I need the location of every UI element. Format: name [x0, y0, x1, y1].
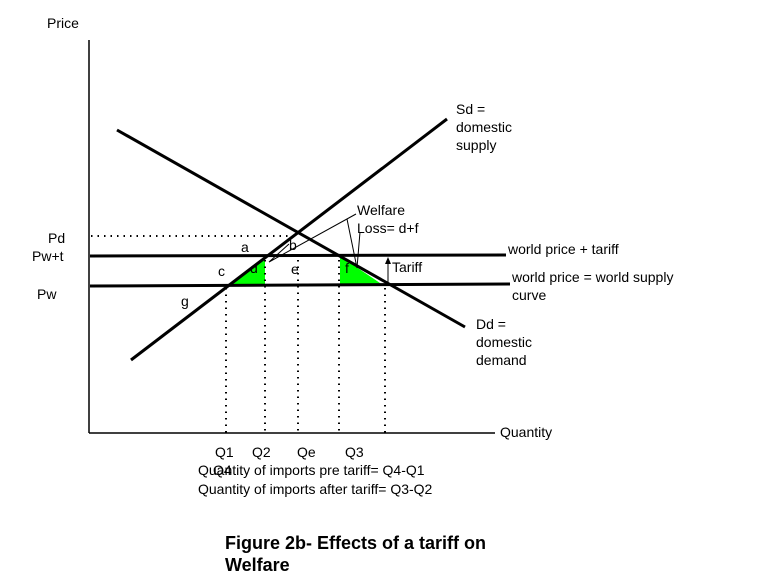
world-price-plus-tariff-line [89, 253, 507, 258]
supply-label-line3: supply [456, 137, 496, 153]
world-price-label-line1: world price = world supply [511, 269, 673, 285]
quantity-label-q1: Q1 [215, 444, 234, 460]
welfare-callout-right [346, 218, 361, 269]
imports-after-tariff-note: Quantity of imports after tariff= Q3-Q2 [198, 481, 433, 497]
demand-label-line1: Dd = [476, 316, 506, 332]
area-label-a: a [241, 239, 249, 255]
figure-caption-line1: Figure 2b- Effects of a tariff on [225, 533, 486, 553]
world-price-label-line2: curve [512, 287, 546, 303]
domestic-demand-curve [116, 128, 466, 329]
price-label-pd: Pd [48, 230, 65, 246]
area-label-g: g [181, 293, 189, 309]
figure-caption-line2: Welfare [225, 555, 290, 575]
welfare-callout-left [268, 213, 357, 263]
supply-label-line1: Sd = [456, 101, 485, 117]
world-tariff-label: world price + tariff [507, 241, 619, 257]
quantity-label-q3: Q3 [345, 444, 364, 460]
y-axis-label: Price [47, 15, 79, 31]
area-label-e: e [291, 261, 299, 277]
area-label-c: c [218, 263, 225, 279]
supply-label-line2: domestic [456, 119, 512, 135]
price-label-pw: Pw [37, 286, 57, 302]
welfare-label-line2: Loss= d+f [357, 220, 419, 236]
demand-label-line2: domestic [476, 334, 532, 350]
demand-label-line3: demand [476, 352, 527, 368]
price-label-pw-t: Pw+t [32, 248, 64, 264]
quantity-label-q2: Q2 [252, 444, 271, 460]
x-axis-label: Quantity [500, 424, 552, 440]
domestic-supply-curve [130, 117, 448, 362]
quantity-label-qe: Qe [297, 444, 316, 460]
area-label-d: d [250, 260, 258, 276]
world-price-line [89, 282, 511, 288]
area-label-f: f [345, 260, 349, 276]
imports-pre-tariff-note: Quantity of imports pre tariff= Q4-Q1 [198, 462, 425, 478]
welfare-label-line1: Welfare [357, 202, 405, 218]
area-label-b: b [289, 237, 297, 253]
quantity-label-q4: Q4 [213, 462, 232, 478]
tariff-arrowhead [385, 257, 391, 264]
tariff-label: Tariff [392, 259, 422, 275]
